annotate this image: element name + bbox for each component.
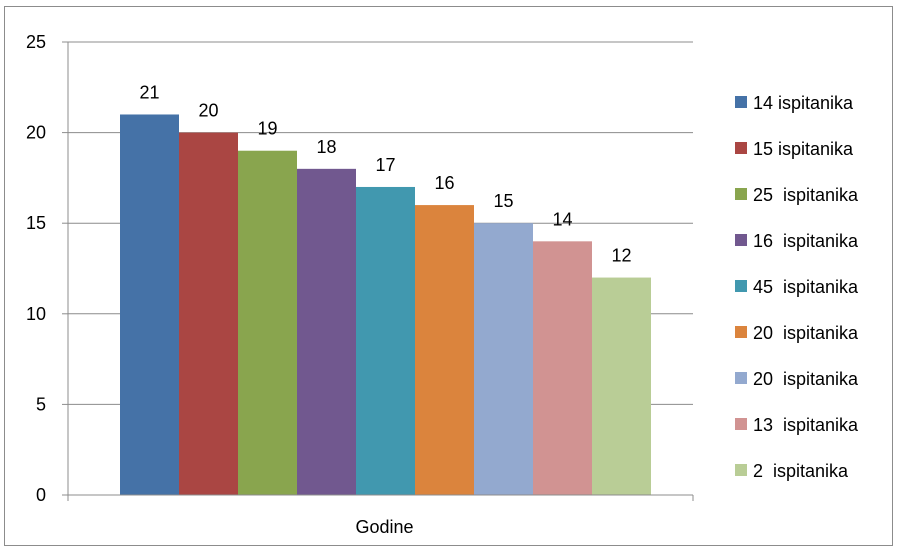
legend: 14 ispitanika 15 ispitanika 25 ispitanika 1… xyxy=(735,93,859,481)
data-label: 21 xyxy=(139,82,159,102)
bar-8 xyxy=(533,241,592,495)
bar-4 xyxy=(297,168,356,495)
legend-swatch xyxy=(735,372,747,384)
data-label: 14 xyxy=(552,209,572,229)
bar-5 xyxy=(356,186,415,495)
legend-swatch xyxy=(735,280,747,292)
legend-label: 14 ispitanika xyxy=(753,93,854,113)
data-label: 16 xyxy=(434,173,454,193)
data-label: 20 xyxy=(198,101,218,121)
legend-swatch xyxy=(735,96,747,108)
legend-swatch xyxy=(735,464,747,476)
data-labels: 21 20 19 18 17 16 15 14 12 xyxy=(139,82,631,265)
bars xyxy=(120,114,651,495)
legend-label: 15 ispitanika xyxy=(753,139,854,159)
legend-swatch xyxy=(735,234,747,246)
data-label: 18 xyxy=(316,137,336,157)
legend-label: 20 ispitanika xyxy=(753,323,859,343)
y-tick-label: 5 xyxy=(36,394,46,414)
legend-swatch xyxy=(735,188,747,200)
legend-label: 45 ispitanika xyxy=(753,277,859,297)
legend-swatch xyxy=(735,418,747,430)
data-label: 17 xyxy=(375,155,395,175)
data-label: 15 xyxy=(493,191,513,211)
bar-2 xyxy=(179,132,238,495)
y-tick-label: 15 xyxy=(26,213,46,233)
legend-swatch xyxy=(735,326,747,338)
y-tick-label: 25 xyxy=(26,32,46,52)
legend-label: 13 ispitanika xyxy=(753,415,859,435)
axes: 0 5 10 15 20 25 Godine xyxy=(26,32,694,537)
data-label: 12 xyxy=(611,246,631,266)
legend-label: 16 ispitanika xyxy=(753,231,859,251)
y-tick-label: 0 xyxy=(36,485,46,505)
bar-6 xyxy=(415,205,474,495)
y-tick-label: 10 xyxy=(26,304,46,324)
legend-label: 2 ispitanika xyxy=(753,461,849,481)
legend-label: 20 ispitanika xyxy=(753,369,859,389)
bar-7 xyxy=(474,223,533,495)
legend-label: 25 ispitanika xyxy=(753,185,859,205)
bar-1 xyxy=(120,114,179,495)
data-label: 19 xyxy=(257,119,277,139)
legend-swatch xyxy=(735,142,747,154)
x-category-label: Godine xyxy=(355,517,413,537)
y-tick-label: 20 xyxy=(26,123,46,143)
bar-3 xyxy=(238,150,297,495)
bar-9 xyxy=(592,277,651,495)
